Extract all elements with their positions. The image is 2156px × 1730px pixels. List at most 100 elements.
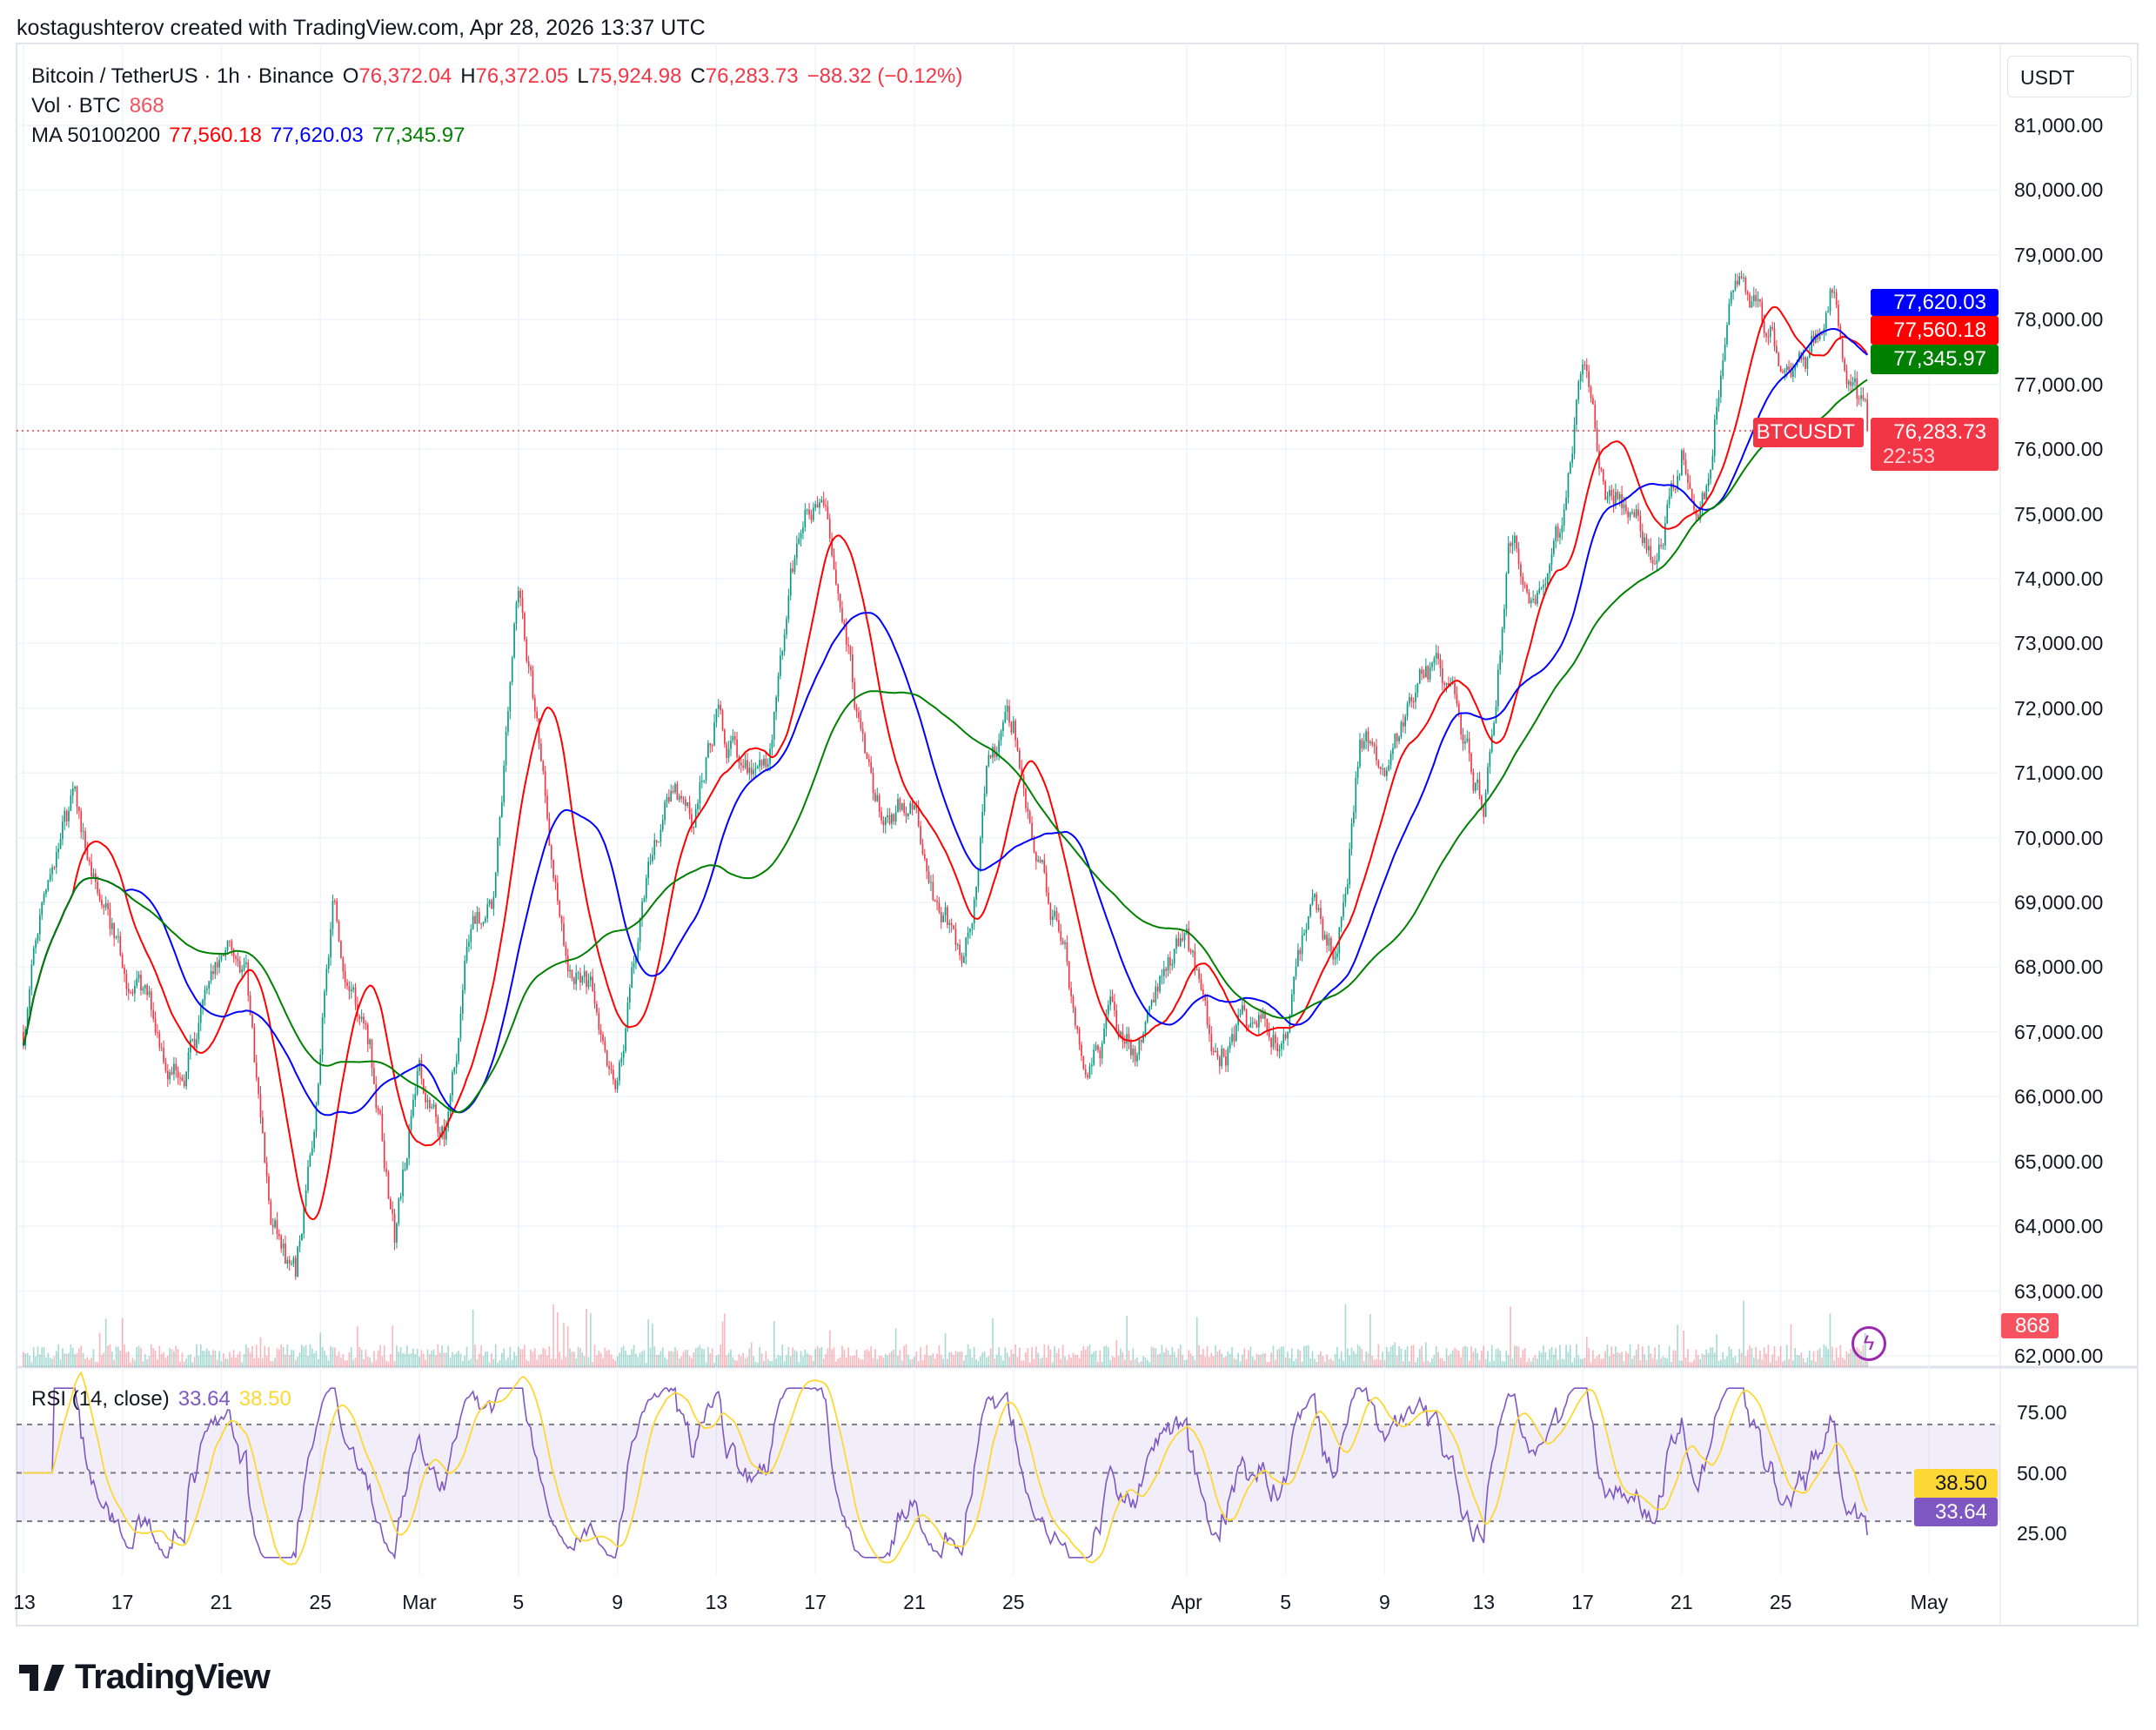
- volume-bar: [767, 1358, 769, 1367]
- volume-bar: [1290, 1348, 1293, 1367]
- volume-bar: [1332, 1360, 1335, 1367]
- volume-bar: [437, 1344, 439, 1367]
- volume-bar: [927, 1355, 930, 1367]
- volume-bar: [1272, 1345, 1275, 1367]
- symbol-title[interactable]: Bitcoin / TetherUS · 1h · Binance: [31, 64, 334, 88]
- volume-bar: [399, 1347, 402, 1367]
- volume-bar: [1051, 1362, 1054, 1367]
- ma-label[interactable]: MA 50100200: [31, 124, 161, 147]
- volume-bar: [1336, 1346, 1338, 1367]
- candle-body: [1412, 701, 1415, 703]
- candle-body: [1585, 365, 1588, 372]
- volume-bar: [1821, 1358, 1823, 1367]
- volume-bar: [1549, 1349, 1550, 1367]
- volume-bar: [625, 1351, 626, 1367]
- candle-body: [271, 1224, 274, 1228]
- volume-bar: [1014, 1344, 1016, 1367]
- volume-bar: [1592, 1350, 1594, 1367]
- volume-bar: [1412, 1344, 1415, 1367]
- candle-body: [1470, 753, 1472, 773]
- lightning-icon[interactable]: ϟ: [1851, 1326, 1886, 1361]
- candle-body: [1072, 996, 1075, 1009]
- volume-bar: [1394, 1342, 1396, 1367]
- volume-bar: [23, 1351, 24, 1367]
- candle-body: [1517, 548, 1520, 565]
- candle-body: [608, 1065, 610, 1070]
- candle-body: [1182, 938, 1183, 941]
- volume-bar: [1144, 1357, 1147, 1367]
- candle-body: [1404, 716, 1406, 727]
- volume-bar: [179, 1361, 181, 1367]
- rsi-label[interactable]: RSI (14, close): [31, 1387, 170, 1411]
- volume-bar: [1588, 1348, 1590, 1367]
- time-tick-label: 17: [110, 1591, 134, 1613]
- candle-body: [76, 786, 78, 807]
- candle-body: [1396, 734, 1398, 741]
- volume-bar: [1451, 1350, 1454, 1367]
- candle-body: [540, 743, 542, 761]
- volume-bar: [1651, 1358, 1654, 1367]
- candle-body: [792, 568, 793, 573]
- candle-body: [643, 898, 646, 902]
- volume-bar: [459, 1353, 462, 1367]
- candle-body: [759, 760, 761, 767]
- rsi-value: 33.64: [177, 1387, 231, 1411]
- candle-body: [1838, 305, 1839, 326]
- candle-body: [1462, 734, 1464, 744]
- volume-bar: [1623, 1361, 1625, 1367]
- candle-body: [1054, 910, 1055, 916]
- time-tick-label: 13: [1472, 1591, 1496, 1613]
- volume-bar: [109, 1344, 111, 1367]
- volume-bar: [422, 1353, 425, 1367]
- candle-body: [1771, 326, 1773, 329]
- candle-body: [610, 1069, 613, 1070]
- currency-button[interactable]: USDT: [2007, 56, 2132, 97]
- rsi-line: [23, 1386, 1868, 1560]
- volume-bar: [820, 1346, 823, 1367]
- volume-bar: [1066, 1359, 1068, 1367]
- candle-body: [350, 989, 352, 992]
- volume-bar: [144, 1354, 146, 1367]
- price-tick-label: 77,000.00: [2014, 372, 2104, 396]
- candle-body: [923, 854, 926, 859]
- candle-body: [309, 1155, 311, 1167]
- candle-body: [1363, 741, 1365, 748]
- candle-body: [404, 1169, 406, 1170]
- volume-bar: [375, 1360, 378, 1367]
- volume-bar: [1012, 1353, 1014, 1367]
- candle-body: [1678, 475, 1681, 477]
- candle-body: [926, 858, 928, 872]
- candle-body: [1111, 996, 1114, 1002]
- candle-body: [1466, 738, 1469, 741]
- volume-bar: [1418, 1348, 1421, 1367]
- volume-bar: [1448, 1355, 1450, 1367]
- candle-body: [1484, 792, 1487, 817]
- volume-bar: [1242, 1354, 1243, 1367]
- candle-body: [1041, 860, 1043, 862]
- volume-bar: [1850, 1349, 1852, 1367]
- volume-bar: [1823, 1344, 1825, 1367]
- candle-body: [989, 754, 992, 758]
- volume-bar: [661, 1347, 664, 1367]
- volume-bar: [1344, 1304, 1347, 1367]
- volume-bar: [527, 1360, 530, 1367]
- close-label: C: [690, 64, 706, 88]
- candle-body: [1278, 1049, 1281, 1052]
- candle-body: [398, 1198, 400, 1224]
- volume-bar: [1188, 1350, 1190, 1367]
- candle-body: [804, 509, 807, 528]
- volume-bar: [251, 1345, 253, 1367]
- volume-bar: [579, 1348, 581, 1367]
- volume-bar: [1130, 1359, 1132, 1367]
- candle-body: [519, 590, 522, 599]
- volume-label[interactable]: Vol · BTC: [31, 94, 121, 117]
- candle-body: [1099, 1049, 1101, 1059]
- volume-bar: [1782, 1361, 1784, 1367]
- candle-body: [1637, 509, 1639, 516]
- candle-body: [1317, 908, 1320, 910]
- candle-body: [1648, 546, 1650, 551]
- candle-body: [441, 1126, 443, 1138]
- candle-body: [369, 1039, 371, 1045]
- volume-bar: [199, 1344, 202, 1367]
